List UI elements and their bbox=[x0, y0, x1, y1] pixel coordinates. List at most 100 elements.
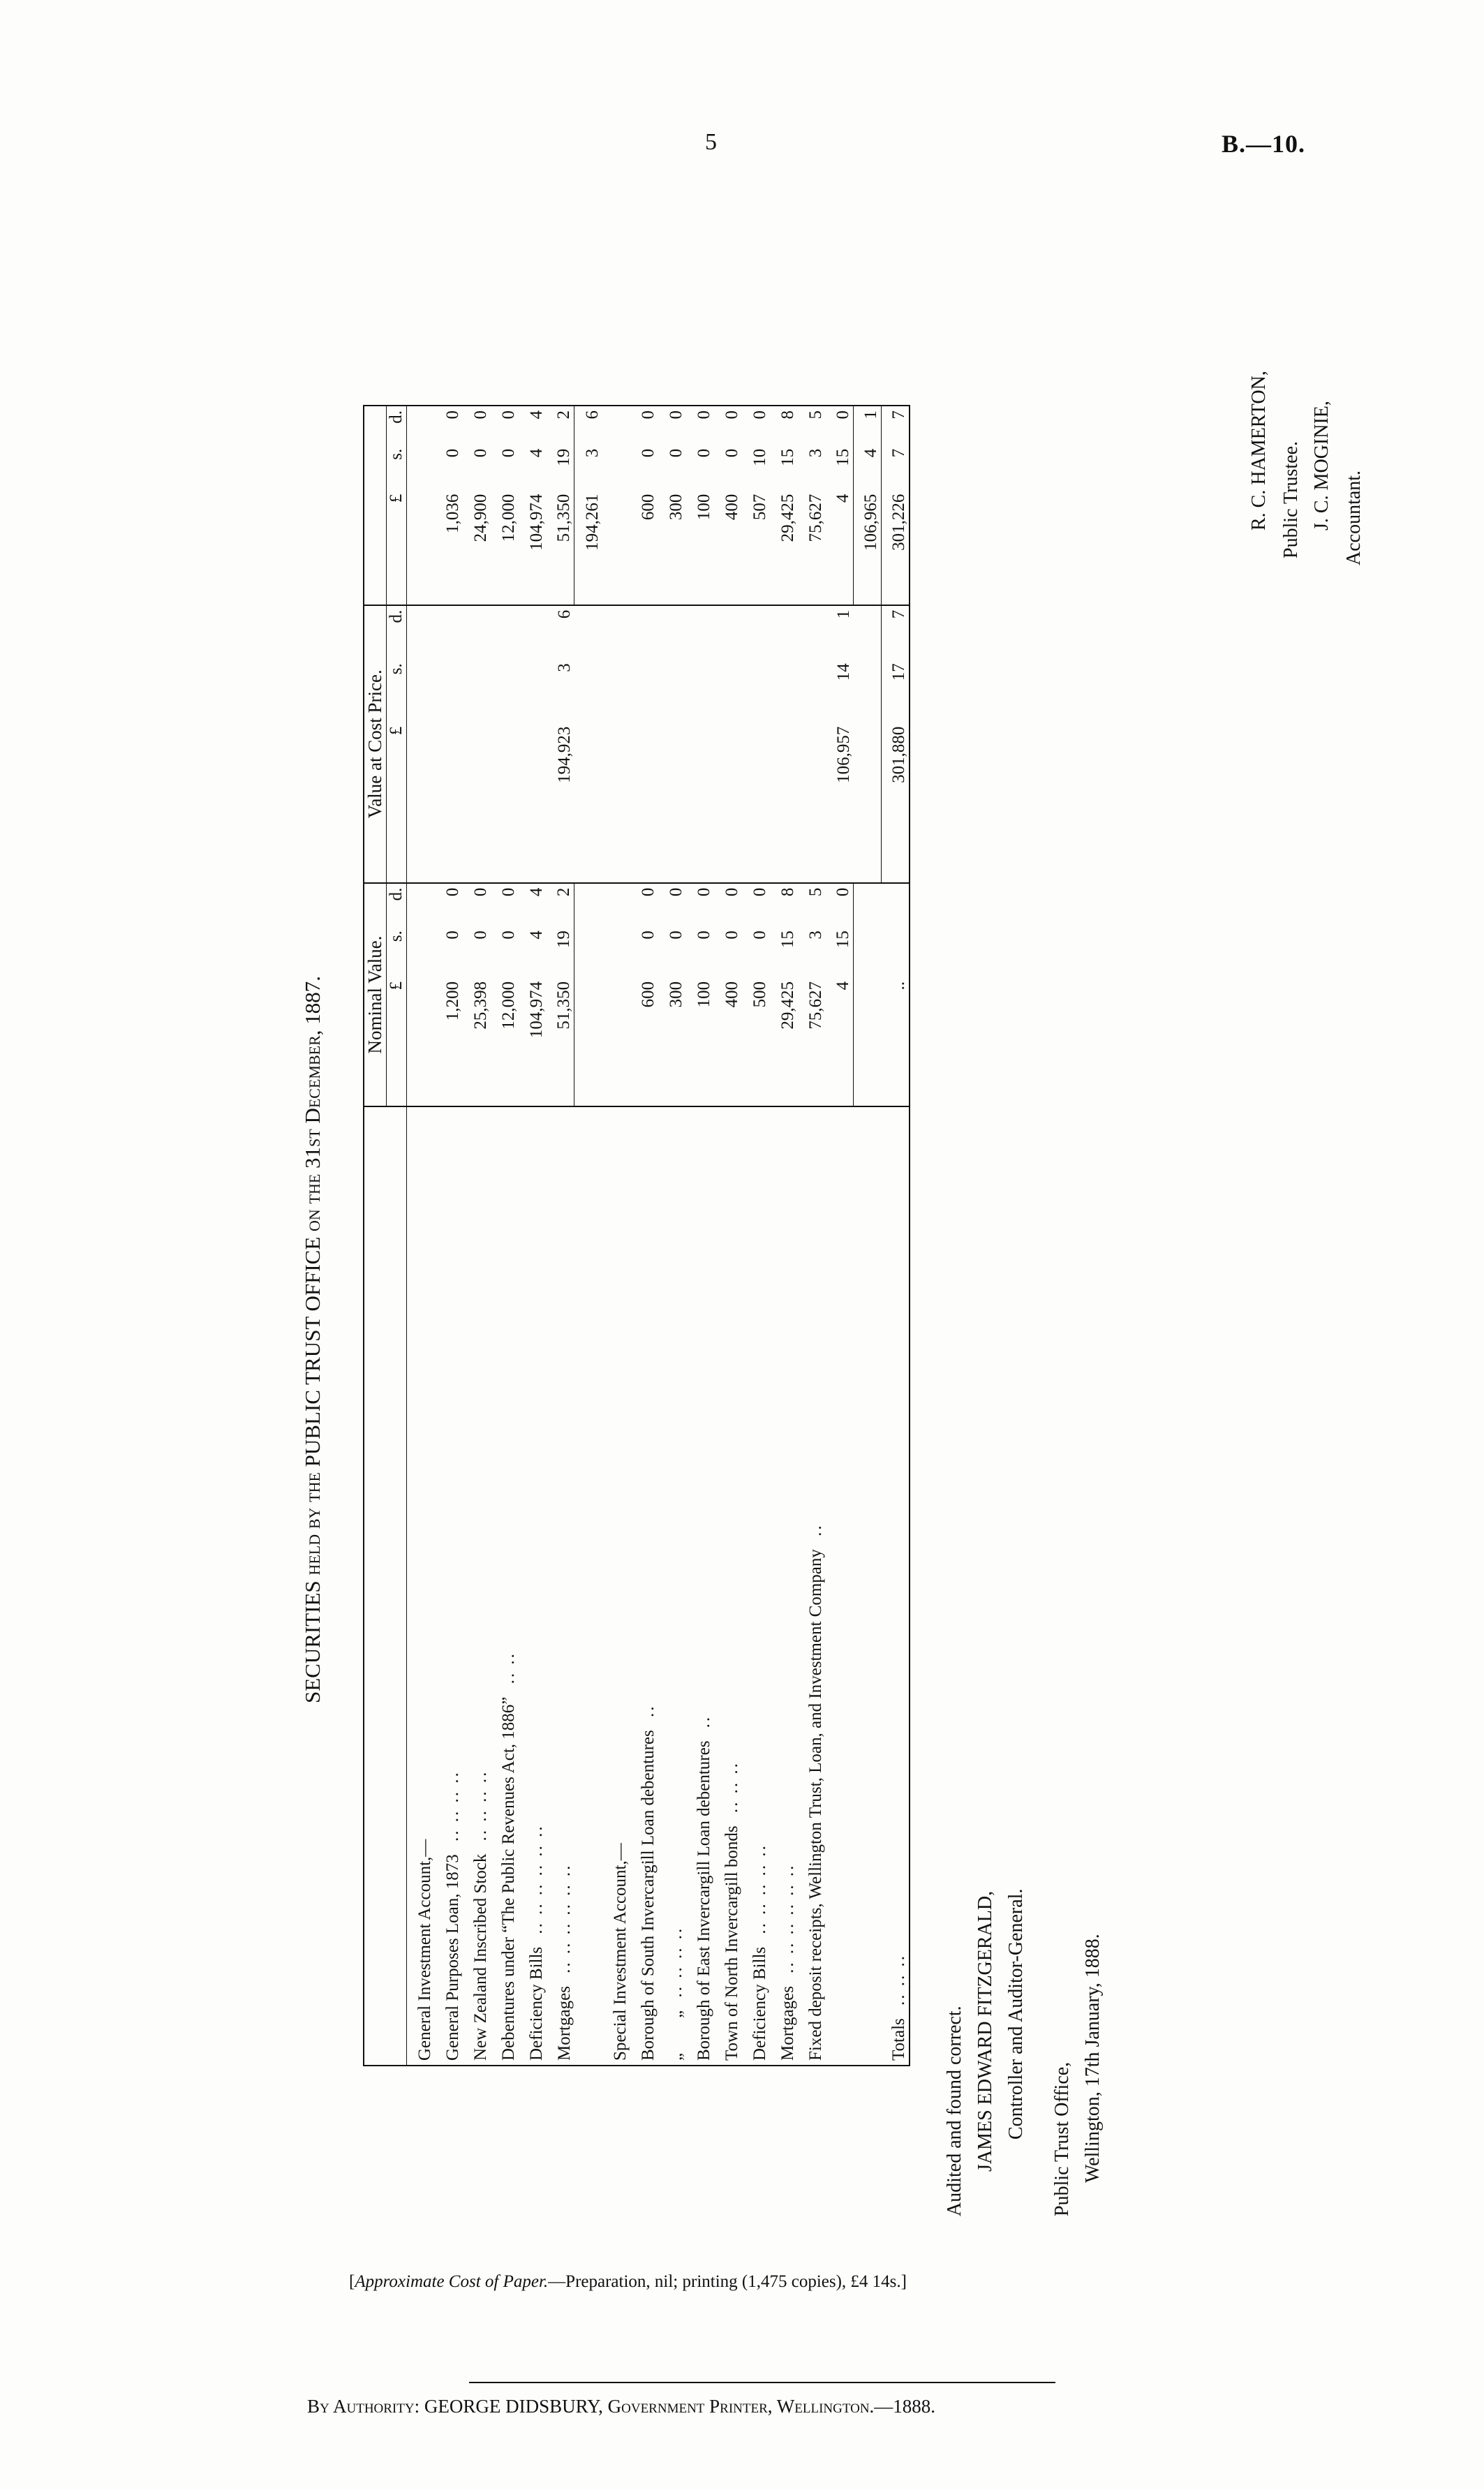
subtotal-cost-row: 106,965 4 1 bbox=[853, 406, 882, 2066]
nominal-pounds: 400 bbox=[713, 977, 742, 1107]
blank-sub-header bbox=[386, 1106, 407, 2066]
leader-dots: .. .. .. .. bbox=[666, 1926, 685, 1998]
table-row: Mortgages .. .. .. .. .. .. 29,425 15 8 … bbox=[769, 406, 798, 2066]
cost-pounds: 400 bbox=[713, 489, 742, 605]
row-label: General Purposes Loan, 1873 .. .. .. .. bbox=[443, 1770, 462, 2061]
totals-cost-shillings: 7 bbox=[889, 448, 908, 458]
securities-table-wrapper: Nominal Value. Value at Cost Price. £ s.… bbox=[363, 405, 910, 2066]
footer-divider bbox=[469, 2382, 1055, 2383]
cost-pounds: 12,000 bbox=[490, 489, 519, 605]
row-label: Deficiency Bills .. .. .. .. .. bbox=[750, 1844, 769, 2061]
cost-pence: 4 bbox=[526, 410, 546, 420]
audit-statement-wrap: Audited and found correct. bbox=[944, 2006, 966, 2216]
cost-pounds: 104,974 bbox=[518, 489, 547, 605]
nominal-total-shillings-header: s. bbox=[386, 659, 407, 722]
nominal-pence: 0 bbox=[825, 882, 854, 927]
nominal-total-pounds-header: £ bbox=[386, 722, 407, 883]
nominal-pounds: 100 bbox=[685, 977, 714, 1107]
paper-code: B.—10. bbox=[1222, 130, 1306, 158]
nominal-pence: 0 bbox=[666, 887, 685, 897]
row-label: Borough of East Invercargill Loan debent… bbox=[694, 1714, 713, 2061]
subtotal-cost-row: 194,261 3 6 bbox=[574, 406, 602, 2066]
nominal-pounds: 1,200 bbox=[434, 977, 463, 1107]
auditor-name: JAMES EDWARD FITZGERALD, bbox=[974, 1890, 996, 2172]
nominal-pounds: 4 bbox=[825, 977, 854, 1107]
row-label-header bbox=[364, 1106, 387, 2066]
leader-dots: .. .. bbox=[498, 1652, 518, 1684]
cost-subtotal-shillings: 4 bbox=[853, 444, 882, 490]
leader-dots: .. .. .. bbox=[889, 1954, 908, 2006]
cost-pence: 0 bbox=[694, 410, 713, 420]
cost-pence: 0 bbox=[638, 410, 658, 420]
table-row: Borough of South Invercargill Loan deben… bbox=[630, 406, 658, 2066]
nominal-pence: 0 bbox=[470, 887, 490, 897]
row-label: Fixed deposit receipts, Wellington Trust… bbox=[806, 1523, 825, 2061]
cost-pounds: 75,627 bbox=[797, 489, 826, 605]
leader-dots: .. .. .. .. .. .. bbox=[554, 1863, 574, 1973]
page-number: 5 bbox=[705, 129, 718, 155]
securities-table: Nominal Value. Value at Cost Price. £ s.… bbox=[363, 405, 910, 2066]
totals-row: Totals .. .. .. .. 301,880 17 7 301,226 … bbox=[881, 406, 910, 2066]
cost-pence: 0 bbox=[498, 410, 518, 420]
row-label: „ „ .. .. .. .. bbox=[666, 1926, 685, 2061]
nominal-shillings: 4 bbox=[526, 931, 546, 940]
accountant-role: Accountant. bbox=[1343, 470, 1365, 565]
table-row: Borough of East Invercargill Loan debent… bbox=[685, 406, 714, 2066]
cost-pence: 0 bbox=[750, 410, 769, 420]
nominal-shillings: 15 bbox=[778, 931, 797, 949]
nominal-pounds: 75,627 bbox=[797, 977, 826, 1107]
cost-pence: 5 bbox=[806, 410, 825, 420]
cost-shillings: 0 bbox=[443, 448, 462, 458]
nominal-shillings: 0 bbox=[443, 931, 462, 940]
nominal-shillings: 19 bbox=[546, 926, 574, 977]
accountant-role-wrap: Accountant. bbox=[1343, 470, 1365, 565]
authority-text: By Authority: GEORGE DIDSBURY, Governmen… bbox=[307, 2396, 936, 2417]
row-label: Town of North Invercargill bonds .. .. .… bbox=[722, 1761, 741, 2061]
money-header-row: £ s. d. £ s. d. £ s. d. bbox=[386, 406, 407, 2066]
cost-shillings: 0 bbox=[498, 448, 518, 458]
cost-pounds: 100 bbox=[685, 489, 714, 605]
totals-nominal-pence: 7 bbox=[889, 609, 908, 619]
cost-pence: 0 bbox=[666, 410, 685, 420]
table-row: Mortgages .. .. .. .. .. .. 51,350 19 2 … bbox=[546, 406, 574, 2066]
nominal-subtotal-pence: 1 bbox=[833, 609, 853, 619]
row-label: Mortgages .. .. .. .. .. .. bbox=[554, 1863, 574, 2061]
nominal-pence: 0 bbox=[638, 887, 658, 897]
cost-shillings: 0 bbox=[638, 448, 658, 458]
cost-shillings-header: s. bbox=[386, 444, 407, 490]
spacer bbox=[854, 1106, 882, 2066]
cost-pence: 0 bbox=[722, 410, 741, 420]
office-name: Public Trust Office, bbox=[1051, 2061, 1073, 2216]
table-row: Deficiency Bills .. .. .. .. .. .. 104,9… bbox=[518, 406, 547, 2066]
cost-note-italic: Approximate Cost of Paper. bbox=[355, 2272, 549, 2291]
row-label: Deficiency Bills .. .. .. .. .. .. bbox=[526, 1824, 546, 2061]
nominal-pence: 4 bbox=[526, 887, 546, 897]
row-label: Mortgages .. .. .. .. .. .. bbox=[778, 1863, 797, 2061]
cost-shillings: 3 bbox=[806, 448, 825, 458]
nominal-subtotal-shillings: 3 bbox=[554, 663, 574, 672]
leader-dots: .. bbox=[806, 1523, 825, 1536]
place-date-wrap: Wellington, 17th January, 1888. bbox=[1082, 1934, 1104, 2216]
nominal-pence: 2 bbox=[546, 882, 574, 927]
leader-dots: .. .. .. .. .. .. bbox=[778, 1863, 797, 1973]
auditor-role: Controller and Auditor-General. bbox=[1005, 1888, 1027, 2140]
nominal-pence: 0 bbox=[722, 887, 741, 897]
cost-note-rest: —Preparation, nil; printing (1,475 copie… bbox=[548, 2272, 907, 2291]
section-heading-row: General Investment Account,— bbox=[406, 406, 435, 2066]
signature-block-accountant: J. C. MOGINIE, bbox=[1311, 401, 1333, 531]
signature-block-trustee: R. C. HAMERTON, bbox=[1248, 371, 1270, 531]
leader-dots: .. .. .. .. bbox=[443, 1770, 462, 1841]
cost-pounds: 29,425 bbox=[769, 489, 798, 605]
cost-pounds: 507 bbox=[741, 489, 770, 605]
cost-bracket-open: [ bbox=[349, 2272, 355, 2291]
cost-shillings: 0 bbox=[470, 448, 490, 458]
totals-nominal-ellipsis: .. bbox=[881, 977, 910, 1107]
row-label: Debentures under “The Public Revenues Ac… bbox=[498, 1652, 518, 2061]
leader-dots: .. .. .. bbox=[722, 1761, 741, 1814]
cost-subtotal-shillings: 3 bbox=[582, 448, 602, 458]
cost-pounds: 600 bbox=[630, 489, 658, 605]
totals-cost-pence: 7 bbox=[889, 410, 908, 420]
nominal-shillings: 15 bbox=[825, 926, 854, 977]
nominal-shillings: 0 bbox=[694, 931, 713, 940]
cost-pence: 0 bbox=[443, 410, 462, 420]
